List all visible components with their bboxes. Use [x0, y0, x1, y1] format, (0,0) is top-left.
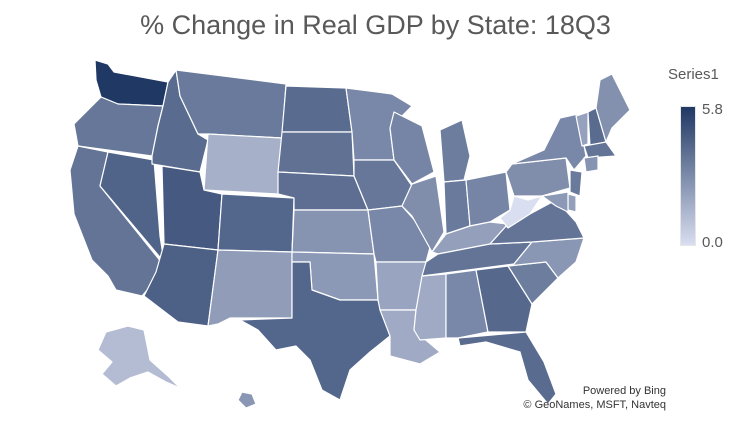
state-tx[interactable]	[239, 261, 391, 401]
legend-min-label: 0.0	[702, 234, 723, 251]
state-wv[interactable]	[499, 195, 543, 229]
state-nm[interactable]	[207, 249, 293, 327]
state-or[interactable]	[73, 96, 164, 157]
state-oh[interactable]	[465, 171, 511, 227]
attribution-sources: © GeoNames, MSFT, Navteq	[523, 399, 666, 411]
legend-color-scale	[680, 106, 696, 246]
state-mi[interactable]	[439, 119, 471, 183]
map-title: % Change in Real GDP by State: 18Q3	[140, 10, 611, 40]
state-fl[interactable]	[457, 331, 557, 405]
state-vt[interactable]	[575, 111, 589, 147]
state-ma[interactable]	[583, 141, 617, 159]
state-de[interactable]	[567, 193, 577, 213]
state-nj[interactable]	[569, 169, 583, 197]
state-sd[interactable]	[277, 131, 355, 177]
legend-max-label: 5.8	[702, 101, 723, 118]
state-ks[interactable]	[291, 209, 375, 255]
state-co[interactable]	[217, 193, 295, 253]
map-attribution: Powered by Bing © GeoNames, MSFT, Navteq	[510, 384, 666, 412]
legend-title: Series1	[668, 66, 719, 83]
state-in[interactable]	[443, 179, 471, 235]
state-nd[interactable]	[281, 85, 353, 133]
state-ak[interactable]	[97, 325, 181, 389]
state-hi[interactable]	[237, 391, 257, 409]
state-md[interactable]	[541, 191, 569, 213]
attribution-powered-by: Powered by Bing	[582, 385, 666, 397]
state-ct[interactable]	[583, 155, 599, 173]
state-wy[interactable]	[203, 133, 283, 195]
state-al[interactable]	[445, 269, 489, 339]
